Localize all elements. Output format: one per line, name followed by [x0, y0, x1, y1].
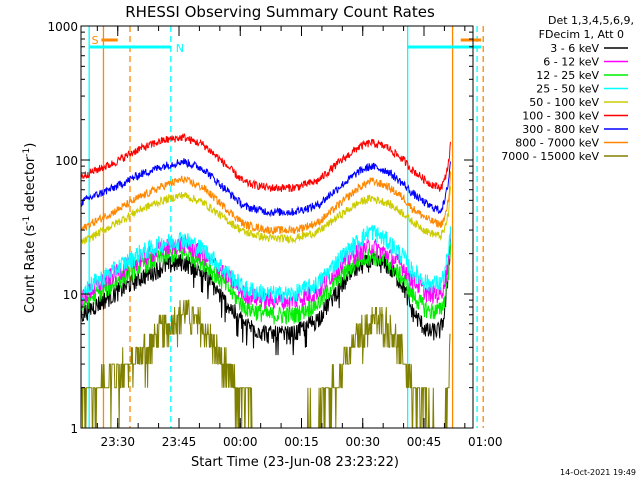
x-axis: 23:30 23:45 00:00 00:15 00:30 00:45 01:00: [96, 26, 503, 449]
flag-label-1: N: [176, 42, 184, 55]
legend-label-4: 50 - 100 keV: [529, 96, 599, 109]
legend-label-7: 800 - 7000 keV: [515, 137, 599, 150]
legend-label-1: 6 - 12 keV: [543, 56, 599, 69]
x-tick-label-4: 00:30: [345, 435, 380, 449]
y-tick-label-3: 1000: [47, 20, 78, 34]
footer-date: 14-Oct-2021 19:49: [560, 468, 636, 477]
series-line-7: [80, 171, 451, 235]
vertical-markers: [88, 26, 484, 428]
y-tick-label-0: 1: [70, 422, 78, 436]
y-axis-label: Count Rate (s-1 detector-1): [22, 143, 38, 314]
x-tick-label-5: 00:45: [407, 435, 442, 449]
legend-header-line-2: FDecim 1, Att 0: [539, 28, 624, 41]
x-tick-label-0: 23:30: [100, 435, 135, 449]
x-tick-label-3: 00:15: [284, 435, 319, 449]
series-line-4: [80, 186, 451, 245]
observing-flags: SN: [89, 34, 482, 55]
series-line-5: [80, 132, 451, 193]
flag-label-0: S: [92, 34, 99, 47]
y-tick-label-1: 10: [63, 288, 78, 302]
chart-title: RHESSI Observing Summary Count Rates: [125, 3, 435, 21]
legend-label-0: 3 - 6 keV: [550, 42, 599, 55]
y-axis: 1 10 100 1000: [47, 20, 473, 436]
legend-label-6: 300 - 800 keV: [522, 123, 599, 136]
plot-frame: [80, 25, 474, 429]
legend: Det 1,3,4,5,6,9, FDecim 1, Att 0 3 - 6 k…: [501, 14, 634, 163]
legend-label-8: 7000 - 15000 keV: [501, 150, 599, 163]
legend-label-5: 100 - 300 keV: [522, 110, 599, 123]
series-line-3: [80, 224, 451, 306]
y-tick-label-2: 100: [55, 154, 78, 168]
x-tick-label-1: 23:45: [162, 435, 197, 449]
x-tick-label-6: 01:00: [468, 435, 503, 449]
legend-label-2: 12 - 25 keV: [536, 69, 599, 82]
legend-label-3: 25 - 50 keV: [536, 83, 599, 96]
x-tick-label-2: 00:00: [223, 435, 258, 449]
x-axis-label: Start Time (23-Jun-08 23:23:22): [191, 455, 399, 470]
series-line-6: [80, 158, 451, 218]
legend-header-line-1: Det 1,3,4,5,6,9,: [548, 14, 634, 27]
